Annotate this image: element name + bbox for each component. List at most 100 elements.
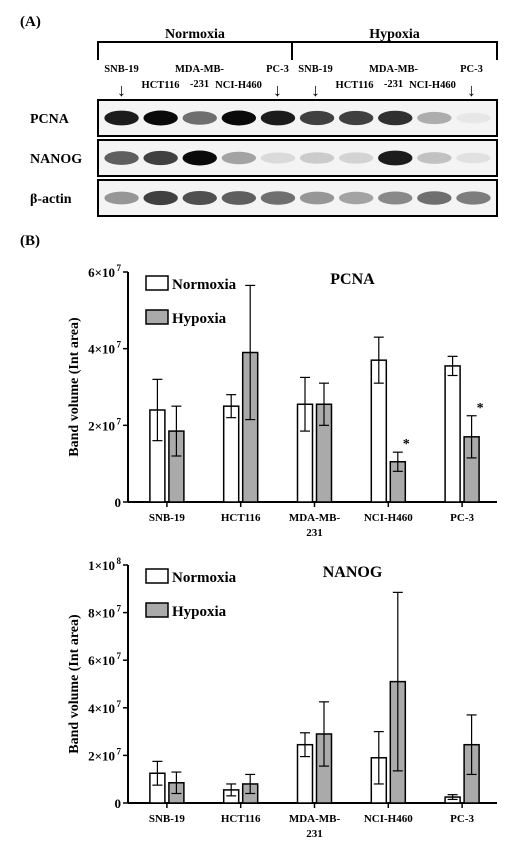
x-tick-label: HCT116: [221, 512, 261, 524]
blot-band: [299, 191, 335, 205]
y-tick-label: 2×10: [88, 748, 115, 763]
significance-star: *: [403, 437, 410, 452]
y-tick-exponent: 7: [117, 340, 122, 350]
cell-line-label: SNB-19: [104, 64, 138, 75]
x-tick-label: 231: [306, 828, 323, 840]
legend-label: Hypoxia: [172, 604, 227, 620]
blot-band: [143, 110, 178, 126]
blot-band: [378, 150, 413, 166]
legend-label: Hypoxia: [172, 311, 227, 327]
blot-band: [456, 191, 491, 205]
blot-band: [456, 152, 491, 164]
cell-line-label: -231: [384, 79, 403, 90]
panel-a-header: Normoxia Hypoxia SNB-19 ↓ HCT116 MDA-MB- -231 N…: [97, 27, 498, 100]
blot-band: [104, 151, 139, 165]
down-arrow-icon: ↓: [273, 80, 282, 100]
x-tick-label: PC-3: [450, 512, 474, 524]
x-tick-label: HCT116: [221, 813, 261, 825]
blot-label: PCNA: [30, 112, 70, 127]
y-axis-label: Band volume (Int area): [67, 317, 82, 457]
chart-title: NANOG: [323, 564, 383, 581]
blot-band: [143, 190, 178, 206]
x-tick-label: MDA-MB-: [289, 512, 341, 524]
legend-swatch: [145, 568, 169, 584]
blot-band: [299, 110, 335, 126]
cell-line-label: HCT116: [142, 80, 180, 91]
blot-band: [143, 150, 178, 166]
cell-line-label: PC-3: [460, 64, 483, 75]
x-tick-label: SNB-19: [149, 813, 186, 825]
cell-line-label: MDA-MB-: [369, 64, 418, 75]
blot-band: [260, 110, 296, 126]
blot-band: [182, 191, 217, 205]
panel-a-label: (A): [20, 14, 41, 30]
y-tick-label: 0: [115, 796, 122, 811]
blot-band: [221, 191, 257, 205]
blot-band: [417, 152, 452, 164]
blot-band: [182, 150, 217, 166]
blot-band: [378, 110, 413, 126]
blot-band: [221, 151, 257, 165]
group-bracket: [97, 41, 293, 60]
blot-rows: PCNA NANOG β-actin: [30, 99, 498, 217]
group-label: Normoxia: [165, 27, 225, 42]
y-tick-label: 4×10: [88, 701, 115, 716]
blot-label: NANOG: [30, 152, 82, 167]
blot-band: [260, 191, 296, 205]
blot-band: [378, 191, 413, 205]
blot-band: [417, 191, 452, 205]
y-tick-label: 2×10: [88, 418, 115, 433]
y-tick-exponent: 7: [117, 604, 122, 614]
y-tick-exponent: 7: [117, 263, 122, 273]
group-label: Hypoxia: [369, 27, 420, 42]
down-arrow-icon: ↓: [311, 80, 320, 100]
x-tick-label: NCI-H460: [364, 512, 413, 524]
y-tick-label: 6×10: [88, 265, 115, 280]
x-tick-label: MDA-MB-: [289, 813, 341, 825]
cell-line-label: NCI-H460: [409, 80, 456, 91]
blot-band: [299, 152, 335, 164]
down-arrow-icon: ↓: [117, 80, 126, 100]
blot-band: [104, 191, 139, 205]
blot-band: [338, 152, 374, 164]
blot-band: [338, 110, 374, 126]
group-bracket: [291, 41, 498, 60]
legend-label: Normoxia: [172, 570, 237, 586]
y-tick-exponent: 7: [117, 416, 122, 426]
blot-label: β-actin: [30, 192, 72, 207]
legend-label: Normoxia: [172, 277, 237, 293]
blot-band: [104, 110, 139, 126]
legend-swatch: [145, 275, 169, 291]
cell-line-label: NCI-H460: [215, 80, 262, 91]
cell-line-label: SNB-19: [298, 64, 332, 75]
y-tick-exponent: 7: [117, 651, 122, 661]
x-tick-label: 231: [306, 527, 323, 539]
cell-line-label: -231: [190, 79, 209, 90]
x-tick-label: SNB-19: [149, 512, 186, 524]
legend-swatch: [145, 309, 169, 325]
bar: [444, 365, 461, 503]
x-tick-label: PC-3: [450, 813, 474, 825]
y-tick-exponent: 7: [117, 746, 122, 756]
significance-star: *: [477, 401, 484, 416]
blot-band: [338, 191, 374, 205]
y-tick-label: 4×10: [88, 342, 115, 357]
legend-swatch: [145, 602, 169, 618]
blot-band: [260, 152, 296, 164]
y-tick-label: 8×10: [88, 606, 115, 621]
blot-band: [456, 112, 491, 124]
y-tick-exponent: 7: [117, 699, 122, 709]
bar: [222, 405, 240, 503]
panel-b-label: (B): [20, 233, 40, 249]
cell-line-label: HCT116: [336, 80, 374, 91]
x-tick-label: NCI-H460: [364, 813, 413, 825]
cell-line-label: PC-3: [266, 64, 289, 75]
y-axis-label: Band volume (Int area): [67, 614, 82, 754]
cell-line-label: MDA-MB-: [175, 64, 224, 75]
blot-band: [182, 111, 217, 125]
y-tick-label: 0: [115, 495, 122, 510]
